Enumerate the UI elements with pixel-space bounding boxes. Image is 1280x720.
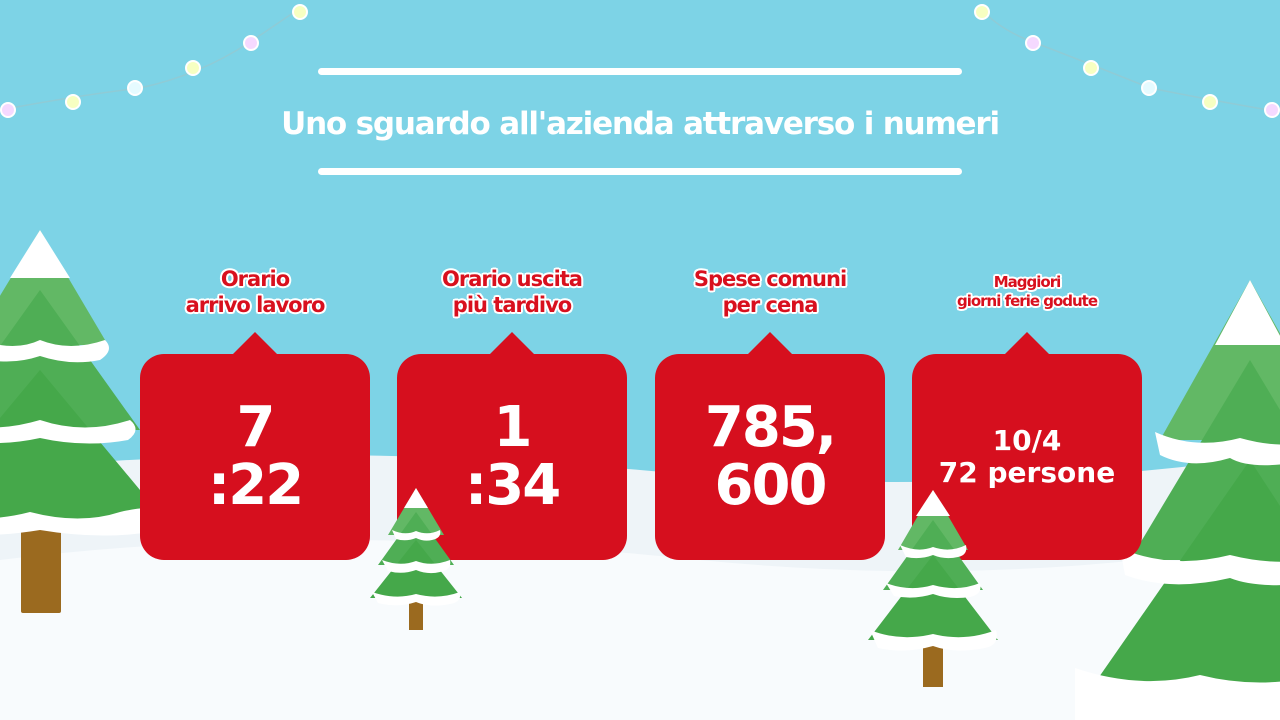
- stat-value-line: 7: [236, 395, 276, 460]
- callout-arrow: [233, 332, 277, 354]
- stat-label-line: Maggiori: [993, 273, 1062, 291]
- stat-card-arrival-time: Orario arrivo lavoro 7 :22: [140, 262, 370, 560]
- callout-arrow: [1005, 332, 1049, 354]
- string-lights-right: [974, 4, 1280, 118]
- stat-card-vacation-days: Maggiori giorni ferie godute 10/4 72 per…: [912, 262, 1142, 560]
- stat-label-line: Orario: [220, 267, 290, 291]
- stat-label: Spese comuni per cena: [635, 262, 905, 322]
- stat-label-line: giorni ferie godute: [956, 292, 1098, 310]
- stat-label: Maggiori giorni ferie godute: [892, 262, 1162, 322]
- stat-value-box: 10/4 72 persone: [912, 354, 1142, 560]
- stat-value-line: 1: [493, 395, 533, 460]
- stat-value-line: 600: [714, 453, 828, 518]
- title-rule-bottom: [318, 168, 962, 175]
- stat-label-line: per cena: [722, 293, 819, 317]
- stat-value-line: :34: [464, 453, 561, 518]
- stat-value-box: 7 :22: [140, 354, 370, 560]
- stat-card-dinner-expenses: Spese comuni per cena 785, 600: [655, 262, 885, 560]
- stat-value-line: 72 persone: [938, 456, 1116, 489]
- stat-label: Orario arrivo lavoro: [120, 262, 390, 322]
- callout-arrow: [490, 332, 534, 354]
- stat-value-line: 785,: [704, 395, 837, 460]
- stat-value-box: 785, 600: [655, 354, 885, 560]
- stat-label: Orario uscita più tardivo: [377, 262, 647, 322]
- slide-title: Uno sguardo all'azienda attraverso i num…: [281, 106, 1000, 142]
- stat-label-line: Spese comuni: [693, 267, 847, 291]
- callout-arrow: [748, 332, 792, 354]
- stat-value-box: 1 :34: [397, 354, 627, 560]
- stat-label-line: arrivo lavoro: [185, 293, 326, 317]
- stat-value-line: :22: [207, 453, 304, 518]
- title-rule-top: [318, 68, 962, 75]
- stat-value-line: 10/4: [992, 424, 1062, 457]
- stat-label-line: Orario uscita: [442, 267, 583, 291]
- pine-tree-right: [1075, 280, 1280, 720]
- stat-card-latest-exit: Orario uscita più tardivo 1 :34: [397, 262, 627, 560]
- string-lights-left: [0, 4, 308, 118]
- stat-label-line: più tardivo: [452, 293, 572, 317]
- pine-tree-left: [0, 230, 166, 613]
